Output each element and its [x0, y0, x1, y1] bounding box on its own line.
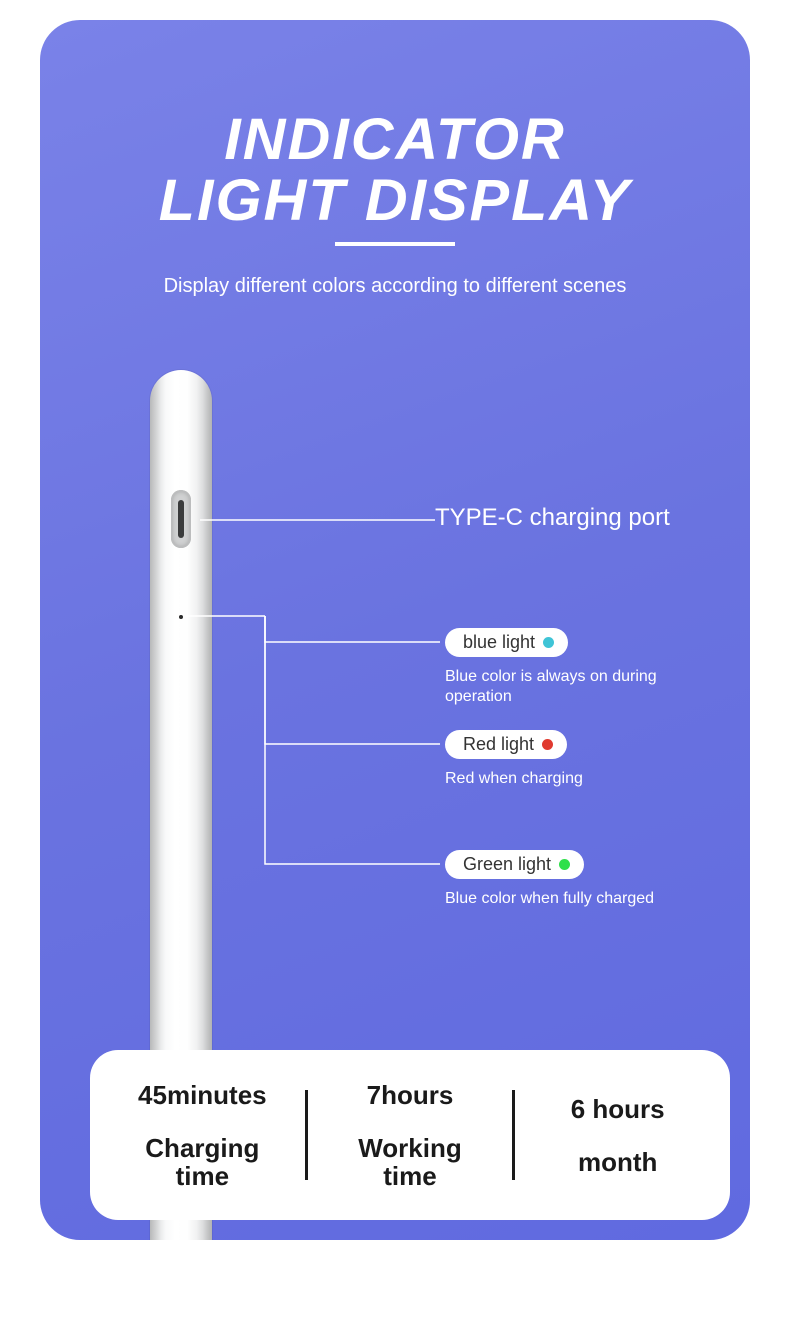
pill-blue-label: blue light: [463, 632, 535, 653]
pill-blue: blue light: [445, 628, 568, 657]
desc-red: Red when charging: [445, 769, 583, 789]
pill-green: Green light: [445, 850, 584, 879]
stats-panel: 45minutes Chargingtime 7hours Workingtim…: [90, 1050, 730, 1220]
title-line-2: LIGHT DISPLAY: [40, 171, 750, 232]
stat-col-month: 6 hours month: [515, 1094, 720, 1176]
stat-val-month: 6 hours: [515, 1094, 720, 1125]
stat-lab-working: Workingtime: [308, 1135, 513, 1190]
pill-red-label: Red light: [463, 734, 534, 755]
stat-lab-charging: Chargingtime: [100, 1135, 305, 1190]
pill-red: Red light: [445, 730, 567, 759]
title-underline: [335, 242, 455, 246]
dot-red-icon: [542, 739, 553, 750]
subtitle: Display different colors according to di…: [40, 275, 750, 298]
stat-val-charging: 45minutes: [100, 1080, 305, 1111]
light-block-red: Red light Red when charging: [445, 730, 583, 789]
stat-col-working: 7hours Workingtime: [308, 1080, 513, 1190]
light-block-green: Green light Blue color when fully charge…: [445, 850, 654, 909]
stat-col-charging: 45minutes Chargingtime: [100, 1080, 305, 1190]
title-block: INDICATOR LIGHT DISPLAY: [40, 110, 750, 246]
dot-blue-icon: [543, 637, 554, 648]
usb-c-slot: [178, 500, 184, 538]
pill-green-label: Green light: [463, 854, 551, 875]
infographic-card: INDICATOR LIGHT DISPLAY Display differen…: [40, 20, 750, 1240]
dot-green-icon: [559, 859, 570, 870]
stat-lab-month: month: [515, 1149, 720, 1176]
light-block-blue: blue light Blue color is always on durin…: [445, 628, 715, 707]
desc-green: Blue color when fully charged: [445, 889, 654, 909]
title-line-1: INDICATOR: [40, 110, 750, 171]
led-indicator-hole: [179, 615, 183, 619]
port-label: TYPE-C charging port: [435, 504, 670, 532]
desc-blue: Blue color is always on during operation: [445, 667, 715, 707]
stat-val-working: 7hours: [308, 1080, 513, 1111]
usb-c-port-icon: [171, 490, 191, 548]
